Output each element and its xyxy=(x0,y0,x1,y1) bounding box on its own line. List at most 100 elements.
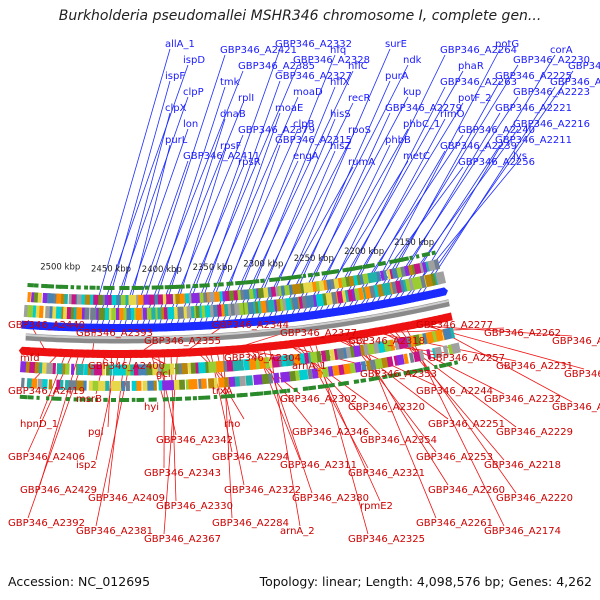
forward-leader-line xyxy=(100,80,171,329)
forward-leader-line xyxy=(414,70,574,299)
forward-leader-line xyxy=(244,102,354,323)
marker-tick xyxy=(388,372,398,379)
forward-gene-label: GBP346_A2197 xyxy=(550,77,600,88)
marker-tick xyxy=(168,284,178,290)
marker-tick xyxy=(45,284,55,289)
function-block xyxy=(32,305,37,318)
function-block xyxy=(169,363,175,375)
marker-tick xyxy=(343,380,350,386)
marker-tick xyxy=(199,283,207,288)
forward-leader-line xyxy=(198,96,299,327)
marker-tick xyxy=(235,280,241,286)
function-block xyxy=(228,376,237,388)
marker-tick xyxy=(218,282,224,287)
marker-tick xyxy=(445,361,453,367)
marker-tick xyxy=(134,285,144,290)
marker-tick xyxy=(153,397,157,402)
reverse-leader-line xyxy=(150,353,165,403)
forward-gene-label: corA xyxy=(550,45,573,56)
function-block xyxy=(215,360,225,373)
forward-gene-label: purL xyxy=(165,135,188,146)
function-block xyxy=(154,294,159,305)
function-block xyxy=(332,365,341,376)
marker-tick xyxy=(95,397,99,402)
function-block xyxy=(311,368,319,379)
marker-tick xyxy=(148,397,154,402)
reverse-gene-label: GBP346_A2318 xyxy=(348,336,425,347)
forward-gene-label: GBP346_A2240 xyxy=(458,125,535,136)
forward-gene-label: GBP346_A2211 xyxy=(495,135,572,146)
marker-tick xyxy=(198,395,208,401)
marker-tick xyxy=(119,285,124,291)
gene-labels-layer: allA_1 ispD ispF clpP clpX lon purL GBP346_A241… xyxy=(8,39,600,545)
reverse-gene-label: GBP346_A2231 xyxy=(496,361,573,372)
function-block xyxy=(157,363,162,376)
reverse-gene-label: GBP346_A2176 xyxy=(564,369,600,380)
marker-tick xyxy=(131,397,136,402)
reverse-gene-label: GBP346_A2261 xyxy=(416,518,493,529)
function-block xyxy=(358,287,365,300)
marker-tick xyxy=(431,250,436,256)
marker-tick xyxy=(381,260,387,266)
function-block xyxy=(435,329,444,342)
forward-leader-line xyxy=(112,112,171,329)
function-block xyxy=(218,377,225,388)
marker-tick xyxy=(151,285,157,290)
forward-gene-label: ispD xyxy=(183,55,205,66)
marker-tick xyxy=(65,397,70,402)
function-block xyxy=(382,270,388,281)
marker-tick xyxy=(36,395,40,400)
marker-tick xyxy=(388,258,397,265)
forward-gene-label: tmk xyxy=(220,77,240,88)
reverse-gene-label: GBP346_A2367 xyxy=(144,534,221,545)
forward-gene-label: GBP346_A2315 xyxy=(275,135,352,146)
function-block xyxy=(179,379,186,390)
function-block xyxy=(116,308,122,320)
marker-tick xyxy=(86,397,93,402)
function-block xyxy=(376,271,382,282)
forward-gene-label: clpX xyxy=(165,103,187,114)
forward-gene-label: GBP346_A2328 xyxy=(293,55,370,66)
function-block xyxy=(119,307,125,321)
marker-tick xyxy=(333,269,340,274)
marker-tick xyxy=(453,360,459,365)
marker-tick xyxy=(205,283,210,288)
function-block xyxy=(433,346,443,358)
marker-tick xyxy=(240,392,248,398)
function-block xyxy=(33,292,39,303)
function-block xyxy=(386,356,394,368)
marker-tick xyxy=(123,285,130,291)
function-block xyxy=(282,371,291,383)
function-block xyxy=(270,286,277,297)
reverse-leader-line xyxy=(262,346,313,494)
kbp-tick-label: 2200 kbp xyxy=(344,247,384,257)
marker-tick xyxy=(353,265,363,271)
function-block xyxy=(68,380,78,391)
forward-leader-line xyxy=(363,48,501,308)
marker-tick xyxy=(205,395,211,400)
function-block xyxy=(256,374,264,385)
function-block xyxy=(26,378,33,389)
marker-tick xyxy=(84,285,89,290)
function-block xyxy=(142,380,148,391)
function-block xyxy=(116,364,125,376)
function-block xyxy=(232,359,242,372)
reverse-gene-label: msrB xyxy=(76,394,102,405)
forward-leader-line xyxy=(158,118,226,328)
function-block xyxy=(48,379,53,390)
marker-tick xyxy=(415,254,420,259)
reverse-gene-label: GBP346_A2175 xyxy=(552,336,600,347)
forward-gene-label: rpsR xyxy=(238,157,261,168)
function-block xyxy=(56,363,64,375)
function-block xyxy=(126,307,132,321)
marker-tick xyxy=(409,255,414,261)
forward-gene-label: clpP xyxy=(183,87,204,98)
genome-backbone xyxy=(25,299,450,344)
forward-leader-line xyxy=(419,86,556,298)
marker-tick xyxy=(57,396,62,401)
forward-gene-label: phaR xyxy=(458,61,484,72)
function-block xyxy=(239,375,246,387)
marker-tick xyxy=(400,256,410,262)
function-block xyxy=(102,364,106,376)
function-block xyxy=(447,344,454,355)
